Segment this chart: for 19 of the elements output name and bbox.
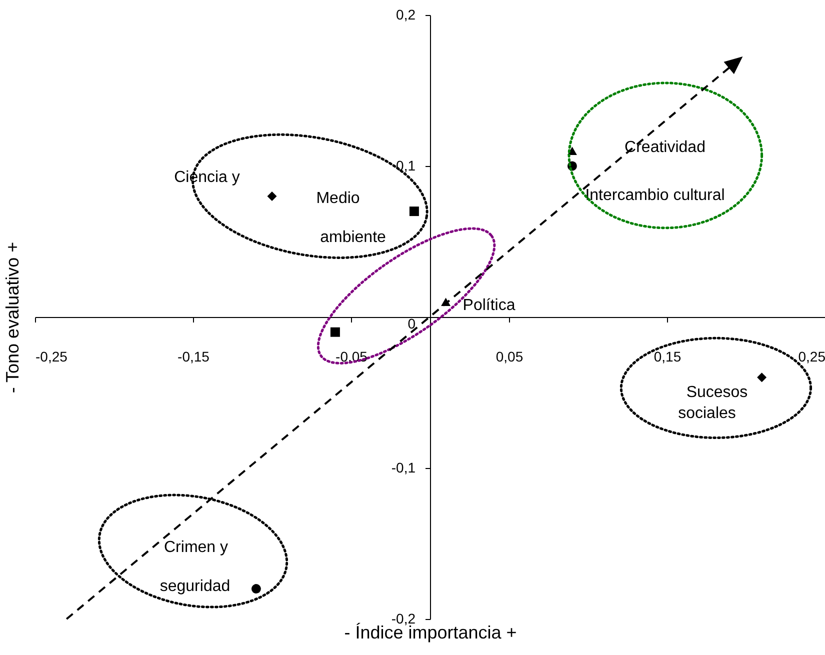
annotation: ambiente [320, 229, 386, 246]
y-tick-label: 0,2 [396, 6, 416, 22]
annotation: Medio [316, 190, 360, 207]
x-tick-label: -0,15 [178, 348, 210, 364]
annotation: Crimen y [164, 539, 228, 556]
annotation: Política [462, 297, 516, 314]
annotation: seguridad [160, 578, 230, 595]
annotation: Ciencia y [174, 169, 240, 186]
annotation: Creatividad [624, 139, 706, 156]
x-tick-label: -0,25 [36, 348, 68, 364]
annotation: Intercambio cultural [585, 187, 725, 204]
x-tick-label: 0,05 [496, 348, 524, 364]
y-axis-title: - Tono evaluativo + [2, 242, 22, 394]
annotation: Sucesos [686, 384, 748, 401]
y-tick-label: -0,1 [391, 460, 416, 476]
x-tick-label: 0,25 [798, 348, 825, 364]
annotation: sociales [678, 405, 736, 422]
x-tick-label: 0,15 [654, 348, 682, 364]
y-tick-label: 0 [408, 316, 416, 332]
